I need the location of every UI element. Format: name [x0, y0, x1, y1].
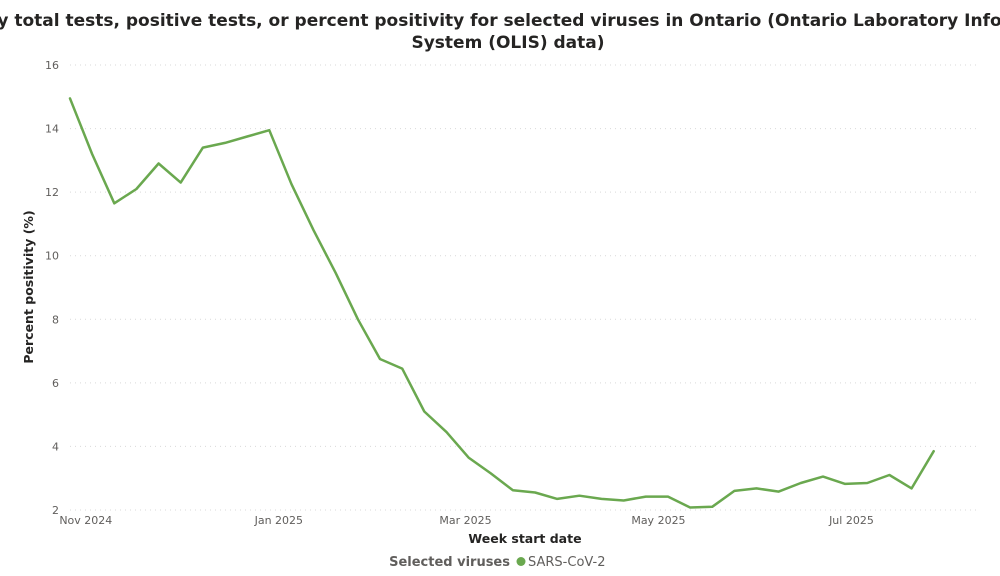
data-point[interactable]	[619, 495, 629, 505]
x-tick-label: May 2025	[631, 514, 685, 527]
data-point[interactable]	[685, 502, 695, 512]
data-point[interactable]	[464, 453, 474, 463]
data-point[interactable]	[884, 470, 894, 480]
data-point[interactable]	[752, 483, 762, 493]
data-point[interactable]	[530, 488, 540, 498]
data-point[interactable]	[818, 472, 828, 482]
data-point[interactable]	[597, 494, 607, 504]
y-tick-label: 10	[45, 250, 59, 263]
data-point[interactable]	[486, 468, 496, 478]
data-point[interactable]	[242, 132, 252, 142]
data-point[interactable]	[508, 485, 518, 495]
chart-title-line-2: System (OLIS) data)	[411, 33, 604, 53]
data-point[interactable]	[131, 184, 141, 194]
data-point[interactable]	[574, 491, 584, 501]
data-point[interactable]	[286, 179, 296, 189]
y-tick-label: 2	[52, 504, 59, 517]
data-point[interactable]	[397, 364, 407, 374]
legend: Selected viruses SARS-CoV-2	[389, 555, 605, 570]
y-axis-title: Percent positivity (%)	[21, 210, 36, 363]
y-tick-label: 16	[45, 59, 59, 72]
data-point[interactable]	[441, 427, 451, 437]
data-point[interactable]	[929, 446, 939, 456]
y-tick-label: 4	[52, 440, 59, 453]
data-point[interactable]	[65, 93, 75, 103]
data-point[interactable]	[176, 178, 186, 188]
data-point[interactable]	[353, 314, 363, 324]
data-point[interactable]	[309, 225, 319, 235]
y-tick-label: 12	[45, 186, 59, 199]
data-point[interactable]	[220, 138, 230, 148]
x-tick-label: Jan 2025	[254, 514, 303, 527]
series-line-sars-cov-2[interactable]	[68, 97, 935, 509]
y-tick-label: 6	[52, 377, 59, 390]
x-tick-label: Nov 2024	[59, 514, 112, 527]
data-point[interactable]	[707, 502, 717, 512]
data-point[interactable]	[796, 478, 806, 488]
data-point[interactable]	[840, 479, 850, 489]
x-tick-label: Jul 2025	[828, 514, 874, 527]
data-point[interactable]	[862, 478, 872, 488]
x-axis-title: Week start date	[468, 531, 581, 546]
x-tick-label: Mar 2025	[439, 514, 491, 527]
data-point[interactable]	[375, 354, 385, 364]
y-gridlines	[70, 64, 978, 511]
data-point[interactable]	[264, 125, 274, 135]
data-point[interactable]	[907, 483, 917, 493]
data-point[interactable]	[109, 198, 119, 208]
series-layer	[65, 93, 939, 512]
data-point[interactable]	[419, 406, 429, 416]
legend-marker-sars-cov-2[interactable]	[516, 557, 526, 566]
x-tick-labels: Nov 2024 Jan 2025 Mar 2025 May 2025 Jul 2025	[59, 514, 873, 527]
data-point[interactable]	[641, 492, 651, 502]
chart-title-line-1: Weekly total tests, positive tests, or p…	[0, 11, 1000, 31]
data-point[interactable]	[87, 149, 97, 159]
legend-title: Selected viruses	[389, 555, 510, 570]
data-point[interactable]	[663, 492, 673, 502]
data-point[interactable]	[774, 487, 784, 497]
data-point[interactable]	[154, 159, 164, 169]
y-tick-label: 14	[45, 123, 59, 136]
y-tick-labels: 2 4 6 8 10 12 14 16	[45, 59, 59, 517]
legend-label-sars-cov-2[interactable]: SARS-CoV-2	[528, 555, 606, 570]
y-tick-label: 8	[52, 313, 59, 326]
data-point[interactable]	[729, 486, 739, 496]
data-point[interactable]	[552, 494, 562, 504]
data-point[interactable]	[331, 268, 341, 278]
data-point[interactable]	[198, 143, 208, 153]
